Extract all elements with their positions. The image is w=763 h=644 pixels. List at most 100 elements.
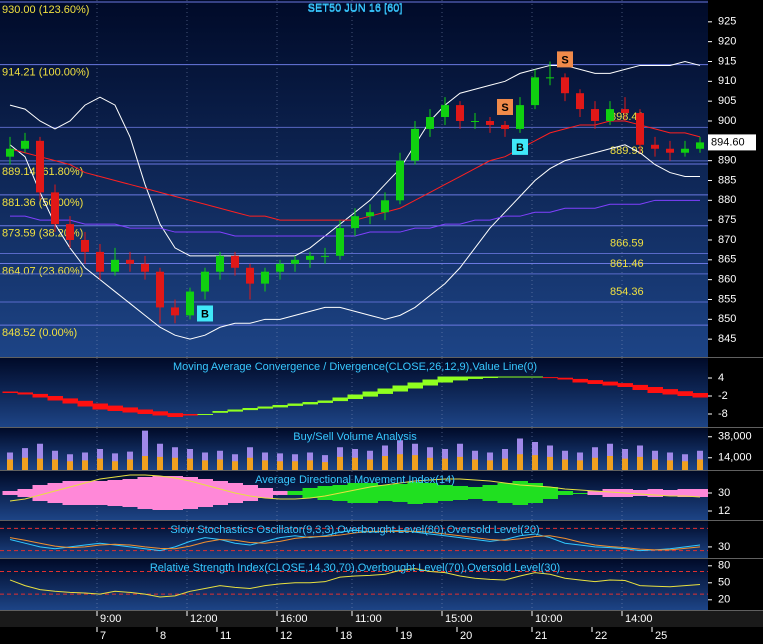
day-label: 18: [340, 630, 352, 642]
macd-band: [512, 376, 528, 378]
macd-band: [587, 380, 603, 385]
macd-band: [632, 384, 648, 391]
macd-band: [467, 376, 483, 379]
volume-bar: [142, 430, 148, 470]
buy-volume-bar: [652, 459, 658, 470]
day-label: 8: [160, 630, 166, 642]
candle-body: [51, 192, 59, 225]
panel-title: SET50 JUN 16 [60]: [308, 3, 403, 15]
di-band: [482, 485, 498, 501]
candle-body: [531, 77, 539, 106]
macd-band: [497, 376, 513, 378]
signal-box: [197, 305, 213, 322]
candle-body: [516, 105, 524, 129]
di-band: [2, 491, 18, 495]
di-band: [107, 480, 123, 506]
buy-volume-bar: [52, 459, 58, 470]
macd-band: [602, 381, 618, 386]
macd-band: [692, 393, 708, 398]
macd-band: [32, 393, 48, 398]
di-band: [437, 485, 453, 501]
di-band: [692, 489, 708, 497]
buy-volume-bar: [67, 461, 73, 470]
candle-body: [216, 255, 224, 272]
buy-volume-bar: [337, 456, 343, 470]
buy-volume-bar: [277, 461, 283, 470]
buy-volume-bar: [262, 460, 268, 470]
candle-body: [336, 228, 344, 256]
macd-band: [677, 391, 693, 397]
candle-body: [561, 77, 569, 94]
macd-band: [272, 405, 288, 408]
di-band: [557, 491, 573, 495]
macd-band: [197, 414, 213, 416]
candle-body: [576, 93, 584, 110]
panel-title: Slow Stochastics Oscillator(9,3,3),Overb…: [170, 524, 539, 536]
candle-body: [486, 120, 494, 125]
y-tick-label: 30: [718, 541, 730, 553]
di-band: [287, 491, 303, 495]
di-band: [662, 490, 678, 496]
candle-body: [396, 160, 404, 201]
panel-background: [0, 521, 708, 558]
y-tick-label: 38,000: [718, 431, 752, 443]
buy-volume-bar: [22, 457, 28, 470]
di-band: [167, 476, 183, 510]
y-tick-label: 910: [718, 75, 736, 87]
buy-volume-bar: [82, 460, 88, 470]
di-band: [212, 481, 228, 505]
macd-band: [527, 376, 543, 378]
macd-band: [482, 376, 498, 379]
di-band: [497, 483, 513, 503]
macd-band: [242, 408, 258, 411]
candle-body: [36, 140, 44, 193]
y-tick-label: 875: [718, 214, 736, 226]
di-band: [122, 479, 138, 507]
last-price-label: 894.60: [711, 136, 745, 148]
macd-band: [302, 402, 318, 405]
day-label: 7: [100, 630, 106, 642]
macd-band: [377, 388, 393, 394]
candle-body: [291, 259, 299, 264]
candle-body: [381, 200, 389, 213]
buy-volume-bar: [217, 459, 223, 470]
time-axis-top: [0, 611, 763, 627]
y-tick-label: 890: [718, 155, 736, 167]
fib-label: 848.52 (0.00%): [2, 327, 77, 339]
di-band: [92, 481, 108, 505]
macd-band: [122, 407, 138, 413]
buy-volume-bar: [322, 462, 328, 470]
y-tick-label: 20: [718, 594, 730, 606]
macd-band: [647, 387, 663, 394]
di-band: [272, 491, 288, 495]
signal-label: S: [501, 102, 508, 114]
level-label: 898.40: [610, 111, 644, 123]
buy-volume-bar: [367, 459, 373, 470]
macd-band: [107, 405, 123, 412]
fib-label: 914.21 (100.00%): [2, 67, 89, 79]
candle-body: [66, 224, 74, 240]
y-tick-label: 865: [718, 254, 736, 266]
candle-body: [201, 271, 209, 292]
buy-volume-bar: [112, 461, 118, 470]
buy-volume-bar: [502, 458, 508, 470]
macd-band: [452, 376, 468, 381]
di-band: [422, 483, 438, 503]
di-band: [377, 485, 393, 501]
day-label: 25: [655, 630, 667, 642]
macd-band: [287, 403, 303, 406]
macd-band: [662, 389, 678, 395]
day-label: 21: [535, 630, 547, 642]
indicator-line: [9, 144, 700, 340]
y-tick-label: 50: [718, 577, 730, 589]
di-band: [32, 485, 48, 501]
buy-volume-bar: [157, 456, 163, 470]
x-tick-label: 14:00: [625, 613, 653, 625]
panel-title: Average Directional Movement Index(14): [255, 474, 455, 486]
macd-band: [617, 383, 633, 388]
x-tick-label: 11:00: [355, 613, 382, 625]
indicator-line: [9, 530, 701, 551]
level-label: 866.59: [610, 237, 644, 249]
fib-label: 864.07 (23.60%): [2, 265, 83, 277]
macd-band: [62, 398, 78, 404]
